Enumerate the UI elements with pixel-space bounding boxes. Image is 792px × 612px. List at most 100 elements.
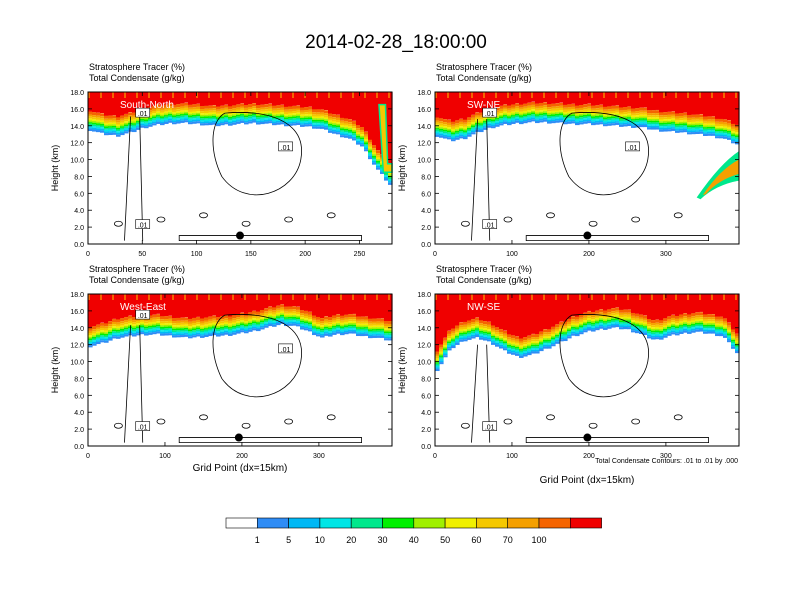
tracer-cell: [368, 321, 373, 324]
tracer-cell: [212, 105, 217, 109]
tracer-cell: [591, 114, 596, 117]
tracer-cell: [583, 321, 588, 324]
tracer-cell: [184, 116, 189, 119]
tracer-cell: [252, 92, 257, 104]
tracer-cell: [200, 330, 205, 333]
tracer-cell: [96, 340, 101, 342]
tracer-cell: [683, 128, 688, 131]
tracer-cell: [443, 119, 448, 123]
tracer-cell: [192, 119, 197, 122]
tracer-cell: [216, 332, 221, 335]
tracer-cell: [136, 329, 141, 332]
tracer-cell: [108, 122, 113, 125]
tracer-cell: [160, 119, 165, 122]
tracer-cell: [336, 130, 341, 133]
tracer-cell: [531, 92, 533, 98]
tracer-cell: [543, 344, 548, 347]
tracer-cell: [388, 333, 393, 335]
tracer-cell: [232, 318, 237, 321]
tracer-cell: [523, 352, 528, 355]
tracer-cell: [120, 318, 125, 322]
tracer-cell: [663, 323, 668, 326]
tracer-cell: [527, 105, 532, 108]
tracer-cell: [296, 317, 301, 320]
tracer-cell: [380, 325, 385, 328]
tracer-cell: [539, 113, 544, 116]
tracer-cell: [256, 120, 261, 123]
tracer-cell: [232, 330, 237, 333]
tracer-cell: [236, 118, 241, 121]
tracer-cell: [447, 339, 452, 342]
tracer-cell: [611, 108, 616, 112]
tracer-cell: [483, 126, 488, 128]
tracer-cell: [196, 325, 201, 328]
tracer-cell: [563, 326, 568, 329]
tracer-cell: [88, 340, 93, 342]
tracer-cell: [695, 312, 700, 316]
tracer-cell: [208, 325, 213, 328]
tracer-cell: [563, 107, 568, 110]
tracer-cell: [631, 120, 636, 123]
tracer-cell: [535, 349, 540, 352]
tracer-cell: [635, 111, 640, 114]
tracer-cell: [675, 294, 677, 300]
tracer-cell: [292, 316, 297, 319]
y-tick-label: 16.0: [70, 107, 84, 114]
tracer-cell: [567, 324, 572, 327]
tracer-cell: [196, 121, 201, 124]
tracer-cell: [148, 119, 153, 122]
x-tick-label: 150: [245, 251, 257, 258]
tracer-cell: [232, 325, 237, 328]
tracer-cell: [152, 121, 157, 124]
tracer-cell: [455, 120, 460, 124]
tracer-cell: [312, 322, 317, 325]
tracer-cell: [268, 294, 273, 307]
tracer-cell: [88, 125, 93, 128]
tracer-cell: [228, 330, 233, 333]
tracer-cell: [639, 294, 644, 315]
tracer-cell: [515, 106, 520, 109]
tracer-cell: [248, 315, 253, 318]
tracer-cell: [112, 92, 114, 98]
tracer-cell: [571, 111, 576, 113]
tracer-cell: [675, 129, 680, 131]
tracer-cell: [711, 326, 716, 329]
tracer-cell: [120, 115, 125, 119]
tracer-cell: [715, 323, 720, 326]
y-tick-label: 12.0: [70, 141, 84, 148]
tracer-cell: [467, 332, 472, 335]
tracer-cell: [316, 294, 318, 300]
tracer-cell: [511, 120, 516, 122]
tracer-cell: [615, 324, 620, 328]
tracer-cell: [172, 318, 177, 322]
tracer-cell: [451, 339, 456, 341]
tracer-cell: [352, 314, 357, 318]
tracer-cell: [112, 319, 117, 322]
tracer-cell: [324, 325, 329, 327]
tracer-cell: [140, 326, 145, 329]
tracer-cell: [140, 330, 145, 333]
tracer-cell: [491, 341, 496, 343]
tracer-cell: [156, 104, 161, 108]
tracer-cell: [236, 329, 241, 332]
tracer-cell: [176, 114, 181, 117]
tracer-cell: [172, 323, 177, 326]
tracer-cell: [220, 294, 225, 317]
tracer-cell: [280, 294, 282, 300]
tracer-cell: [296, 114, 301, 117]
tracer-cell: [272, 310, 277, 313]
tracer-cell: [88, 294, 90, 300]
tracer-cell: [380, 321, 385, 324]
tracer-cell: [372, 321, 377, 324]
tracer-cell: [120, 323, 125, 326]
tracer-cell: [224, 122, 229, 125]
tracer-cell: [619, 121, 624, 124]
tracer-cell: [495, 121, 500, 123]
tracer-cell: [120, 126, 125, 128]
tracer-cell: [499, 343, 504, 345]
tracer-cell: [507, 112, 512, 115]
tracer-cell: [611, 325, 616, 328]
tracer-cell: [216, 115, 221, 118]
tracer-cell: [615, 323, 620, 325]
tracer-cell: [451, 126, 456, 129]
